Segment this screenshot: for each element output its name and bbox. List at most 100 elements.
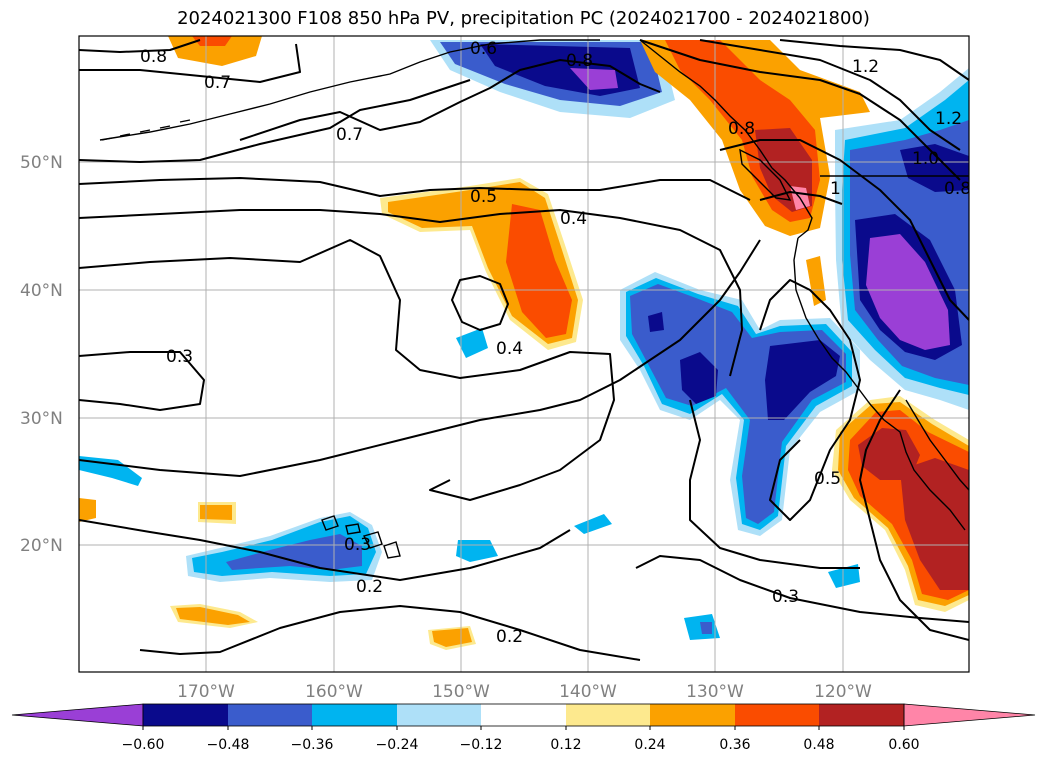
contour-label: 0.4 xyxy=(496,339,523,359)
pv-isoline-0.5-b xyxy=(759,279,861,521)
pv-isoline-1.0 xyxy=(699,39,961,151)
contour-label: 0.5 xyxy=(470,187,497,207)
map-layers: 0.8 0.7 0.7 0.6 0.8 0.5 0.4 0.4 0.3 0.3 … xyxy=(79,36,971,672)
pv-isoline-1.2-b xyxy=(779,39,969,81)
coastline-alaska-panhandle xyxy=(639,39,773,169)
colorbar-tick-label: 0.24 xyxy=(634,737,665,753)
coastline-oregon-california xyxy=(793,237,885,421)
precip-positive-small xyxy=(806,256,826,306)
coastline-mainland-mexico xyxy=(905,399,969,491)
precip-negative-small xyxy=(456,328,488,358)
contour-label: 1.0 xyxy=(912,149,939,169)
contour-label: 0.8 xyxy=(944,179,971,199)
pv-isoline-0.6 xyxy=(239,59,661,141)
precip-negative-small xyxy=(700,622,712,634)
coastline-vancouver-island xyxy=(739,148,792,201)
colorbar-segment xyxy=(312,704,397,726)
lat-label: 30°N xyxy=(20,409,63,429)
pv-isoline-0.8 xyxy=(79,39,201,53)
longitude-labels: 170°W 160°W 150°W 140°W 130°W 120°W xyxy=(177,682,872,702)
precip-negative-hawaii xyxy=(226,534,362,570)
precip-positive-small xyxy=(432,628,472,647)
precip-negative-small xyxy=(828,564,860,588)
precip-negative-north xyxy=(570,68,618,90)
lon-label: 170°W xyxy=(177,682,235,702)
pv-isoline-0.3-c xyxy=(635,555,969,623)
coastline-aleutians xyxy=(101,119,191,141)
pv-isoline-0.8-b xyxy=(719,139,969,321)
pv-isolines xyxy=(79,39,969,661)
colorbar-tick-label: −0.36 xyxy=(291,737,334,753)
lon-label: 140°W xyxy=(559,682,617,702)
colorbar-tick-label: −0.48 xyxy=(207,737,250,753)
lon-label: 120°W xyxy=(814,682,872,702)
contour-label: 0.3 xyxy=(166,347,193,367)
precip-positive-small xyxy=(200,505,232,520)
precip-negative-plume xyxy=(648,312,664,332)
lon-label: 150°W xyxy=(432,682,490,702)
contour-label: 0.5 xyxy=(814,469,841,489)
colorbar-frame xyxy=(142,703,905,727)
pv-isoline-0.4-b xyxy=(79,239,615,501)
pv-isoline-0.2 xyxy=(79,519,571,581)
pv-isoline-0.3-b xyxy=(79,239,761,477)
pv-isoline-mexico xyxy=(859,389,969,641)
precip-negative-plume xyxy=(765,340,840,420)
lat-label: 40°N xyxy=(20,281,63,301)
lon-label: 130°W xyxy=(686,682,744,702)
precip-positive-mexico xyxy=(900,458,969,590)
colorbar: −0.60 −0.48 −0.36 −0.24 −0.12 0.12 0.24 … xyxy=(11,703,1036,753)
lon-label: 160°W xyxy=(305,682,363,702)
precip-negative-plume xyxy=(680,352,718,404)
colorbar-tick-label: 0.60 xyxy=(888,737,919,753)
map-title: 2024021300 F108 850 hPa PV, precipitatio… xyxy=(177,8,870,29)
contour-label: 0.7 xyxy=(204,73,231,93)
colorbar-segments xyxy=(11,703,1036,730)
pv-isoline-1.2 xyxy=(639,39,961,181)
precip-positive-small xyxy=(176,607,250,625)
coastline-hawaii xyxy=(321,515,401,559)
colorbar-tick-labels: −0.60 −0.48 −0.36 −0.24 −0.12 0.12 0.24 … xyxy=(122,737,920,753)
pv-isoline-0.4 xyxy=(79,209,743,377)
contour-label: 0.8 xyxy=(566,51,593,71)
precip-positive-small xyxy=(79,498,96,522)
colorbar-segment xyxy=(143,704,228,726)
pv-isoline-0.7-b xyxy=(79,79,471,163)
colorbar-segment xyxy=(650,704,735,726)
latitude-labels: 50°N 40°N 30°N 20°N xyxy=(20,153,63,556)
contour-label: 0.8 xyxy=(728,119,755,139)
pv-isoline-0.3 xyxy=(79,351,205,411)
pv-isoline-0.7 xyxy=(79,43,301,83)
pv-isoline-0.4-loop xyxy=(451,275,509,331)
lat-label: 20°N xyxy=(20,536,63,556)
contour-labels: 0.8 0.7 0.7 0.6 0.8 0.5 0.4 0.4 0.3 0.3 … xyxy=(140,39,971,647)
contour-label: 0.6 xyxy=(470,39,497,59)
precip-positive-mexico xyxy=(858,428,920,480)
contour-label: 1.2 xyxy=(935,109,962,129)
precip-positive-mid xyxy=(506,204,572,338)
precip-negative-interior xyxy=(866,234,950,350)
coastline-baja xyxy=(883,419,966,531)
colorbar-tick-label: 0.12 xyxy=(550,737,581,753)
contour-label: 0.8 xyxy=(140,47,167,67)
colorbar-segment xyxy=(481,704,566,726)
colorbar-segment xyxy=(566,704,650,726)
contour-label: 0.3 xyxy=(772,587,799,607)
contour-label: 0.2 xyxy=(496,627,523,647)
colorbar-tick-label: −0.24 xyxy=(376,737,419,753)
colorbar-extend-min xyxy=(11,703,144,727)
colorbar-segment xyxy=(819,704,904,726)
coastline-alaska xyxy=(99,39,600,141)
contour-label: 0.3 xyxy=(344,535,371,555)
pv-isoline-0.2-b xyxy=(139,605,641,661)
contour-label: 0.4 xyxy=(560,209,587,229)
colorbar-tick-label: 0.48 xyxy=(803,737,834,753)
colorbar-extend-max xyxy=(903,703,1036,727)
precip-positive-topleft xyxy=(192,36,232,46)
precip-negative-small xyxy=(79,456,142,486)
pv-isoline-1 xyxy=(759,191,843,205)
colorbar-tick-label: 0.36 xyxy=(719,737,750,753)
contour-label: 1 xyxy=(830,179,841,199)
colorbar-segment xyxy=(228,704,312,726)
